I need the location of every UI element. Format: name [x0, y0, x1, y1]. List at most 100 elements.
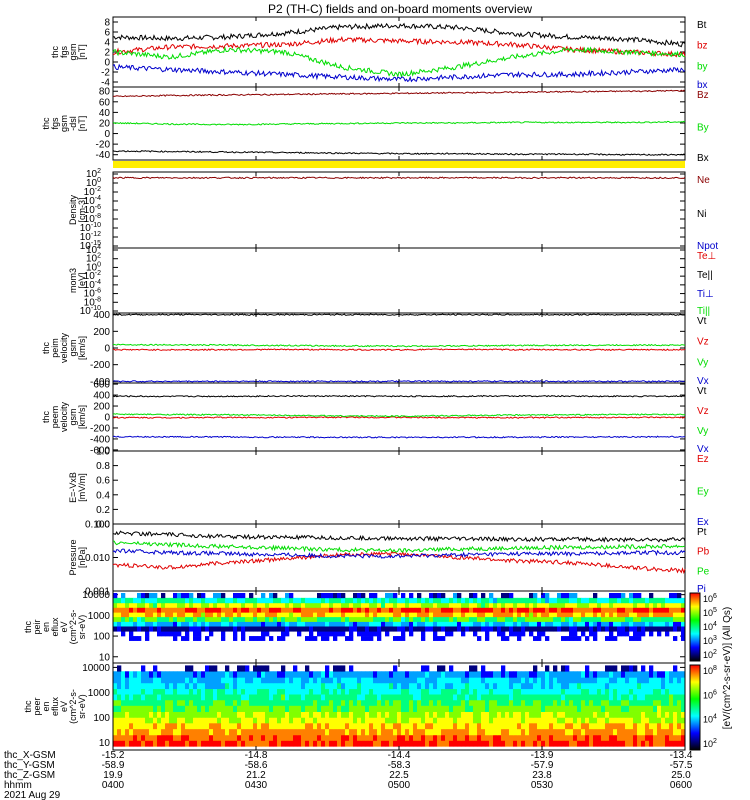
- heatmap-cell: [577, 621, 582, 627]
- heatmap-cell: [313, 621, 318, 627]
- y-tick-label: 600: [93, 380, 110, 391]
- heatmap-cell: [165, 694, 170, 701]
- heatmap-cell: [377, 711, 382, 718]
- heatmap-cell: [365, 694, 370, 701]
- heatmap-cell: [125, 612, 130, 618]
- heatmap-cell: [669, 734, 674, 741]
- heatmap-cell: [481, 612, 486, 618]
- heatmap-cell: [481, 728, 486, 736]
- heatmap-cell: [205, 607, 210, 613]
- heatmap-cell: [585, 677, 590, 684]
- heatmap-cell: [365, 717, 370, 724]
- heatmap-cell: [553, 682, 558, 690]
- heatmap-cell: [121, 593, 126, 599]
- heatmap-cell: [249, 722, 254, 730]
- heatmap-cell: [485, 722, 490, 730]
- heatmap-cell: [605, 616, 610, 622]
- heatmap-cell: [621, 705, 626, 712]
- heatmap-cell: [277, 740, 282, 747]
- heatmap-cell: [673, 740, 678, 747]
- heatmap-cell: [645, 688, 650, 695]
- heatmap-cell: [289, 740, 294, 747]
- heatmap-cell: [665, 621, 670, 627]
- heatmap-cell: [221, 722, 226, 730]
- heatmap-cell: [305, 597, 310, 604]
- heatmap-cell: [577, 740, 582, 747]
- heatmap-cell: [197, 734, 202, 741]
- heatmap-cell: [421, 597, 426, 604]
- heatmap-cell: [185, 665, 190, 672]
- ylabel-line: [mV/m]: [77, 473, 87, 502]
- heatmap-cell: [277, 694, 282, 701]
- heatmap-cell: [217, 621, 222, 627]
- heatmap-cell: [425, 688, 430, 695]
- heatmap-cell: [653, 722, 658, 730]
- heatmap-cell: [453, 602, 458, 608]
- heatmap-cell: [409, 694, 414, 701]
- heatmap-cell: [469, 728, 474, 736]
- heatmap-cell: [341, 612, 346, 618]
- heatmap-cell: [581, 682, 586, 690]
- heatmap-cell: [301, 616, 306, 622]
- heatmap-cell: [621, 694, 626, 701]
- legend-Te||: Te||: [697, 270, 713, 281]
- heatmap-cell: [177, 694, 182, 701]
- heatmap-cell: [165, 688, 170, 695]
- heatmap-cell: [433, 722, 438, 730]
- heatmap-cell: [581, 671, 586, 678]
- heatmap-cell: [677, 705, 682, 712]
- heatmap-cell: [485, 711, 490, 718]
- heatmap-cell: [573, 621, 578, 627]
- heatmap-cell: [321, 631, 326, 637]
- heatmap-cell: [565, 671, 570, 678]
- heatmap-cell: [553, 705, 558, 712]
- heatmap-cell: [133, 607, 138, 613]
- heatmap-cell: [245, 688, 250, 695]
- heatmap-cell: [297, 621, 302, 627]
- heatmap-cell: [541, 607, 546, 613]
- heatmap-cell: [221, 677, 226, 684]
- heatmap-cell: [265, 694, 270, 701]
- heatmap-cell: [381, 677, 386, 684]
- heatmap-cell: [117, 597, 122, 604]
- heatmap-cell: [309, 740, 314, 747]
- heatmap-cell: [437, 688, 442, 695]
- heatmap-cell: [637, 705, 642, 712]
- heatmap-cell: [481, 682, 486, 690]
- heatmap-cell: [565, 593, 570, 599]
- heatmap-cell: [597, 722, 602, 730]
- heatmap-cell: [401, 612, 406, 618]
- heatmap-cell: [317, 728, 322, 736]
- heatmap-cell: [221, 671, 226, 678]
- heatmap-cell: [313, 612, 318, 618]
- heatmap-cell: [629, 677, 634, 684]
- heatmap-cell: [601, 740, 606, 747]
- heatmap-cell: [601, 717, 606, 724]
- heatmap-cell: [489, 593, 494, 599]
- heatmap-cell: [157, 705, 162, 712]
- heatmap-cell: [573, 705, 578, 712]
- heatmap-cell: [153, 728, 158, 736]
- heatmap-cell: [589, 612, 594, 618]
- heatmap-cell: [641, 665, 646, 672]
- heatmap-cell: [461, 612, 466, 618]
- heatmap-cell: [357, 677, 362, 684]
- heatmap-cell: [313, 602, 318, 608]
- heatmap-cell: [493, 722, 498, 730]
- colorbar-tick-label: 108: [703, 665, 717, 676]
- ylabel-line: gsm: [68, 408, 78, 425]
- heatmap-cell: [561, 688, 566, 695]
- heatmap-cell: [137, 671, 142, 678]
- heatmap-cell: [265, 626, 270, 632]
- heatmap-cell: [473, 631, 478, 637]
- heatmap-cell: [201, 694, 206, 701]
- heatmap-cell: [129, 621, 134, 627]
- heatmap-cell: [589, 705, 594, 712]
- heatmap-cell: [481, 671, 486, 678]
- heatmap-cell: [257, 607, 262, 613]
- series-Pt: [112, 530, 686, 543]
- heatmap-cell: [377, 699, 382, 706]
- heatmap-cell: [605, 740, 610, 747]
- heatmap-cell: [133, 671, 138, 678]
- heatmap-cell: [501, 677, 506, 684]
